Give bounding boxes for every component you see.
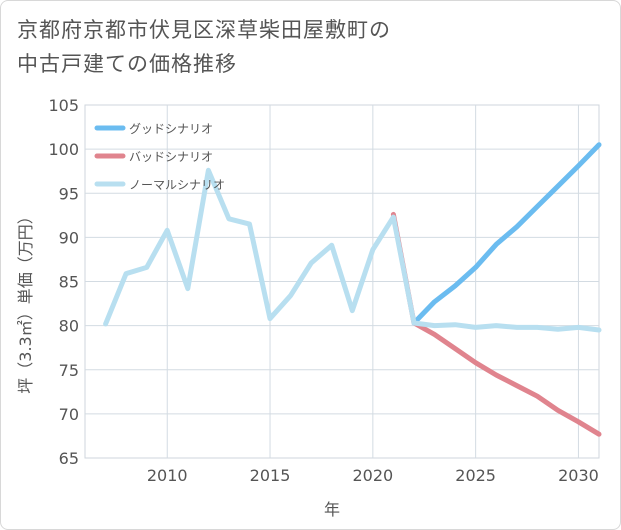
y-axis-ticks: 65 70 75 80 85 90 95 100 105	[48, 96, 79, 468]
x-tick-label: 2015	[250, 466, 291, 485]
series-line-normal	[103, 167, 602, 333]
legend-label: グッドシナリオ	[129, 122, 213, 136]
series-line-good	[411, 142, 602, 326]
y-tick-label: 65	[59, 449, 79, 468]
series-line-bad	[390, 211, 602, 437]
chart-title-line-2: 中古戸建ての価格推移	[17, 52, 237, 76]
chart-title: 京都府京都市伏見区深草柴田屋敷町の 中古戸建ての価格推移	[17, 13, 577, 81]
y-tick-label: 75	[59, 361, 79, 380]
y-axis-label: 坪（3.3㎡）単価（万円）	[16, 208, 35, 393]
x-tick-label: 2020	[352, 466, 393, 485]
y-tick-label: 80	[59, 317, 79, 336]
y-tick-label: 95	[59, 184, 79, 203]
y-tick-label: 105	[48, 96, 79, 115]
x-axis-ticks: 2010 2015 2020 2025 2030	[147, 466, 599, 485]
y-tick-label: 85	[59, 273, 79, 292]
x-tick-label: 2025	[455, 466, 496, 485]
y-tick-label: 90	[59, 228, 79, 247]
y-tick-label: 100	[48, 140, 79, 159]
legend-label: バッドシナリオ	[129, 150, 213, 164]
x-tick-label: 2010	[147, 466, 188, 485]
y-tick-label: 70	[59, 405, 79, 424]
chart-title-line-1: 京都府京都市伏見区深草柴田屋敷町の	[17, 18, 391, 42]
legend-label: ノーマルシナリオ	[129, 178, 225, 192]
series-layer	[103, 142, 602, 437]
x-axis-label: 年	[324, 500, 340, 519]
x-tick-label: 2030	[558, 466, 599, 485]
